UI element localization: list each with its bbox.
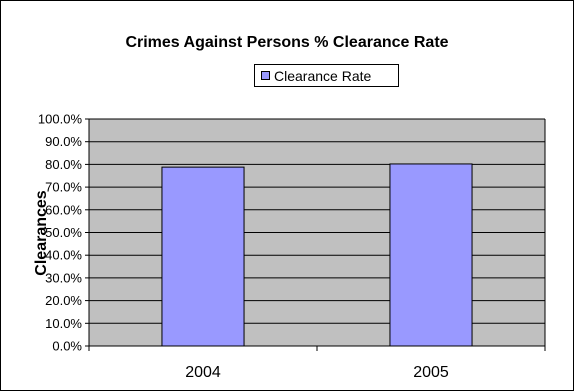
y-tick-label: 20.0% [45,293,82,308]
chart-title: Crimes Against Persons % Clearance Rate [125,34,449,51]
y-tick-label: 40.0% [45,248,82,263]
y-tick-label: 80.0% [45,157,82,172]
bar [389,163,473,347]
y-tick-label: 60.0% [45,202,82,217]
y-tick-label: 100.0% [38,112,83,127]
legend-swatch [261,71,270,80]
legend: Clearance Rate [254,64,399,87]
x-tick-label: 2004 [185,364,221,381]
bar [161,166,245,347]
y-tick-label: 70.0% [45,180,82,195]
y-tick-label: 10.0% [45,316,82,331]
y-tick-label: 90.0% [45,134,82,149]
legend-label: Clearance Rate [274,67,372,84]
x-tick-label: 2005 [413,364,449,381]
y-tick-label: 30.0% [45,270,82,285]
y-tick-label: 50.0% [45,225,82,240]
y-tick-label: 0.0% [52,339,82,354]
